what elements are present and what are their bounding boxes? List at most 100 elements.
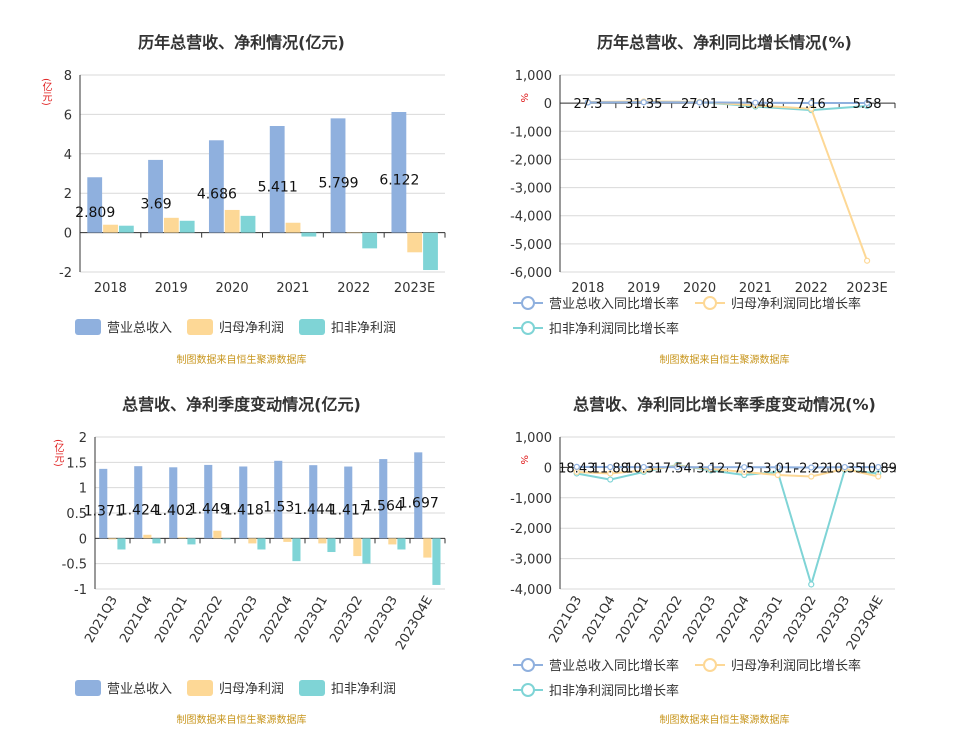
x-tick-label: 2020 [216, 281, 249, 296]
bar [285, 222, 301, 233]
bar [117, 538, 126, 550]
x-tick-label: 2023Q2 [327, 594, 366, 646]
bar [204, 464, 213, 539]
bar [407, 232, 423, 253]
bar [318, 538, 327, 544]
legend-item-deducted-netprofit[interactable]: 扣非净利润 [299, 317, 396, 336]
bar [397, 538, 406, 550]
bar [179, 220, 195, 233]
legend-swatch [513, 657, 543, 672]
legend-swatch [299, 679, 325, 696]
source-note: 制图数据来自恒生聚源数据库 [659, 355, 790, 366]
chart-quarterly-growth: -4,000-3,000-2,000-1,00001,0002021Q32021… [510, 431, 897, 653]
bar [379, 459, 388, 539]
y-tick-label: 0 [544, 97, 552, 112]
legend-swatch [695, 295, 725, 310]
bar [118, 225, 134, 233]
chart-annual-revenue-netprofit: -2 0 2 4 6 8 2018 2019 2020 2021 2022 2023E 2.809 3.6… [59, 69, 446, 296]
bar [169, 467, 178, 539]
x-tick-label: 2018 [571, 281, 604, 296]
bar [213, 530, 222, 539]
x-tick-label: 2022Q4 [257, 594, 296, 646]
legend-item-revenue[interactable]: 营业总收入 [75, 678, 172, 697]
series-line [587, 100, 869, 262]
bar [148, 159, 163, 233]
legend-item-deducted-netprofit[interactable]: 扣非净利润 [299, 678, 396, 697]
y-tick-label: -3,000 [510, 553, 552, 568]
chart-panel-annual-revenue: 历年总营收、净利情况(亿元) (亿元) -2 0 2 4 6 8 2018 2019 2020 2… [0, 0, 483, 371]
y-tick-label: 8 [64, 69, 72, 84]
x-tick-label: 2019 [627, 281, 660, 296]
data-label: 1.449 [189, 502, 229, 518]
chart-title: 总营收、净利季度变动情况(亿元) [122, 395, 361, 414]
legend-item-parent-netprofit[interactable]: 归母净利润 [187, 317, 284, 336]
y-tick-label: -2,000 [510, 153, 552, 168]
y-tick-label: -4,000 [510, 583, 552, 598]
data-point [607, 476, 614, 483]
data-label: 1.564 [364, 499, 404, 515]
x-tick-label: 2019 [155, 281, 188, 296]
legend-swatch [513, 682, 543, 697]
legend-item-deducted-np-growth[interactable]: 扣非净利润同比增长率 [513, 680, 679, 699]
series-line [587, 101, 868, 104]
data-label: 7.16 [797, 97, 826, 112]
data-point [607, 463, 614, 471]
chart-panel-annual-growth: 历年总营收、净利同比增长情况(%) % -6,000 -5,000 -4,000 -3… [483, 0, 966, 371]
bar [344, 466, 353, 539]
y-tick-label: -0.5 [62, 558, 87, 573]
bar [391, 111, 407, 233]
bar [248, 538, 257, 544]
bar [178, 537, 187, 539]
bar [240, 215, 256, 233]
series-line [576, 464, 879, 478]
y-tick-label: 0 [64, 227, 72, 242]
data-label: 1.424 [119, 502, 159, 518]
legend-item-revenue[interactable]: 营业总收入 [75, 317, 172, 336]
data-label: 10.35 [826, 461, 863, 476]
bar [432, 538, 441, 585]
bar [353, 538, 362, 557]
y-tick-label: -3,000 [510, 182, 552, 197]
bar [388, 538, 397, 545]
bar [257, 538, 266, 550]
bar [103, 224, 118, 233]
data-point [808, 464, 815, 471]
bar [327, 538, 336, 553]
legend-swatch [187, 318, 213, 335]
chart-title: 总营收、净利同比增长率季度变动情况(%) [573, 395, 876, 414]
legend-item-parent-np-growth[interactable]: 归母净利润同比增长率 [695, 293, 861, 312]
y-tick-label: 1.5 [66, 456, 87, 471]
y-tick-label: 1,000 [515, 431, 552, 446]
data-label: 2.809 [75, 205, 115, 221]
data-label: 5.799 [318, 175, 358, 191]
legend-item-deducted-np-growth[interactable]: 扣非净利润同比增长率 [513, 318, 679, 337]
y-tick-label: 2 [79, 431, 87, 446]
data-point [774, 464, 781, 471]
x-tick-label: 2022 [795, 281, 828, 296]
y-tick-label: 4 [64, 148, 72, 163]
y-tick-label: -2,000 [510, 522, 552, 537]
legend-item-parent-netprofit[interactable]: 归母净利润 [187, 678, 284, 697]
chart-quarterly-revenue-netprofit: -1-0.500.511.522021Q32021Q42022Q12022Q22… [62, 431, 446, 653]
legend-item-parent-np-growth[interactable]: 归母净利润同比增长率 [695, 655, 861, 674]
x-tick-label: 2021Q3 [82, 594, 121, 646]
y-unit-label: % [518, 455, 529, 465]
y-tick-label: -5,000 [510, 238, 552, 253]
y-tick-label: 1 [79, 482, 87, 497]
y-unit-label: (亿元) [52, 439, 63, 467]
data-point [875, 473, 882, 480]
legend-swatch [299, 318, 325, 335]
bar [224, 209, 240, 233]
y-tick-label: -6,000 [510, 266, 552, 281]
data-label: 27.01 [681, 97, 718, 112]
legend-swatch [75, 318, 101, 335]
legend-item-revenue-growth[interactable]: 营业总收入同比增长率 [513, 655, 679, 674]
legend-item-revenue-growth[interactable]: 营业总收入同比增长率 [513, 293, 679, 312]
bar [187, 538, 196, 545]
legend-swatch [75, 679, 101, 696]
x-tick-label: 2020 [683, 281, 716, 296]
data-point [584, 99, 592, 106]
x-tick-label: 2023Q1 [292, 594, 331, 646]
x-tick-label: 2023Q3 [362, 594, 401, 646]
bar [301, 232, 317, 237]
